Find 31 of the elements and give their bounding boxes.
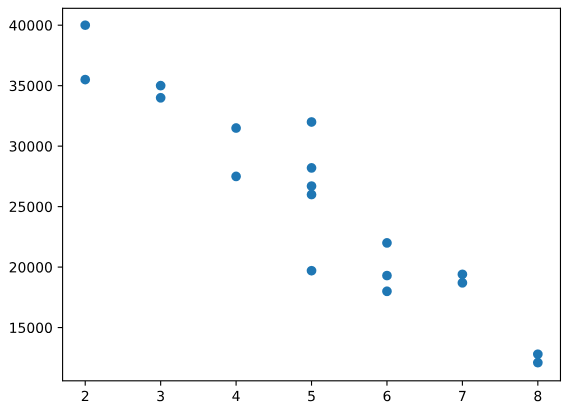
point [306, 190, 316, 200]
point [382, 270, 392, 280]
point [80, 74, 90, 84]
y-tick-label: 40000 [9, 20, 52, 31]
point [306, 266, 316, 276]
point [306, 117, 316, 127]
point [231, 123, 241, 133]
x-tick-label: 4 [232, 390, 240, 402]
x-tick-label: 3 [157, 390, 164, 402]
y-tick-label: 20000 [10, 262, 52, 273]
x-tick-label: 6 [384, 390, 391, 402]
y-tick-label: 30000 [10, 141, 52, 152]
point [382, 238, 392, 248]
x-tick-label: 8 [534, 390, 542, 402]
x-tick-label: 7 [459, 390, 466, 402]
point [382, 286, 392, 296]
y-tick-label: 15000 [10, 322, 52, 334]
x-tick-label: 5 [308, 390, 315, 402]
point [156, 80, 166, 91]
y-tick-label: 35000 [10, 80, 52, 92]
point [231, 172, 241, 182]
point [80, 20, 90, 30]
point [458, 278, 468, 288]
point [306, 163, 316, 173]
y-tick-label: 25000 [10, 202, 52, 212]
point [156, 92, 166, 103]
point [532, 358, 543, 368]
point [458, 269, 468, 280]
point [306, 181, 316, 191]
x-tick-label: 2 [82, 390, 88, 402]
point [532, 349, 543, 360]
